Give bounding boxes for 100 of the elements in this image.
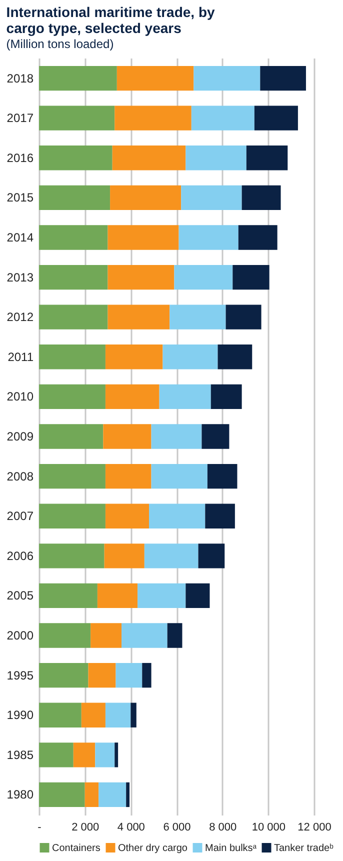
y-tick-label: 1985 [6,748,34,762]
bar [39,304,108,330]
y-tick-label: 2014 [6,230,34,244]
y-tick-label: 2005 [6,588,34,603]
bar [116,66,194,91]
bar [39,702,82,728]
bar [105,384,160,410]
bar [138,583,186,608]
bar [39,782,85,808]
bar [232,264,270,290]
bar [39,544,104,568]
bar [39,464,106,489]
bar [142,662,152,688]
bar [242,185,281,210]
y-tick-label: 2008 [6,469,34,484]
y-tick-label: 2017 [6,111,34,126]
bar [126,782,130,808]
bar [144,544,198,568]
bar [39,264,108,290]
bar [178,225,238,250]
x-tick-label: 4 000 [117,822,145,834]
bar [81,702,106,728]
bar [105,464,152,489]
y-tick-label: 2016 [6,150,34,165]
bar [97,583,138,608]
bar [116,662,142,688]
bar [174,264,233,290]
y-tick-label: 2015 [6,190,34,205]
y-tick-label: 2013 [6,270,34,284]
bar [105,702,131,728]
y-tick-label: 2006 [6,548,34,563]
bar [122,623,168,648]
x-tick-label: 12 000 [298,822,332,834]
bar [39,106,115,130]
bar [39,424,104,449]
bar [181,185,242,210]
x-tick-label: 6 000 [163,822,191,834]
bar [205,504,235,528]
bar [88,662,116,688]
bar [186,146,246,170]
bar [151,464,208,489]
bar [108,225,179,250]
bar [254,106,298,130]
bar [218,344,252,370]
bar [130,702,136,728]
bar [110,185,182,210]
bar [39,583,98,608]
bar [159,384,211,410]
y-tick-label: 1995 [6,668,34,682]
bar [170,304,226,330]
legend-label: Tanker tradeᵇ [274,842,334,854]
bar [114,742,118,768]
y-tick-label: 1990 [6,708,34,722]
legend-label: Containers [52,842,100,854]
y-tick-label: 2009 [6,430,34,444]
bar [90,623,122,648]
bar [108,264,174,290]
bar [151,424,202,449]
bar [191,106,254,130]
bar [39,623,91,648]
bar [39,742,74,768]
bar [202,424,230,449]
bar [194,66,260,91]
bar [84,782,99,808]
bar [162,344,218,370]
y-tick-label: 2000 [6,628,34,642]
y-tick-label: 2007 [6,509,34,524]
y-tick-label: 2018 [6,71,34,86]
bar [207,464,238,489]
y-tick-label: 1980 [6,788,34,802]
bar [103,424,152,449]
bar [39,662,88,688]
bar [105,504,149,528]
bar [238,225,278,250]
bar [112,146,186,170]
bar [149,504,206,528]
bar [73,742,96,768]
bar [39,504,106,528]
x-tick-label: 10 000 [252,822,286,834]
bar [98,782,126,808]
bar [260,66,306,91]
bar [39,225,108,250]
bar [105,344,163,370]
bar [114,106,192,130]
bar [226,304,262,330]
chart-subtitle: (Million tons loaded) [6,37,114,51]
y-tick-label: 2011 [8,350,34,364]
bar [95,742,115,768]
x-tick-label: - [38,822,42,834]
bar [39,344,106,370]
bar [39,185,110,210]
bar [39,384,106,410]
x-tick-label: 8 000 [209,822,237,834]
bar [186,583,210,608]
bar [108,304,170,330]
bar [39,66,117,91]
legend-label: Main bulksᵃ [205,842,257,854]
y-tick-label: 2010 [6,390,34,404]
bar [39,146,112,170]
bar [210,384,242,410]
